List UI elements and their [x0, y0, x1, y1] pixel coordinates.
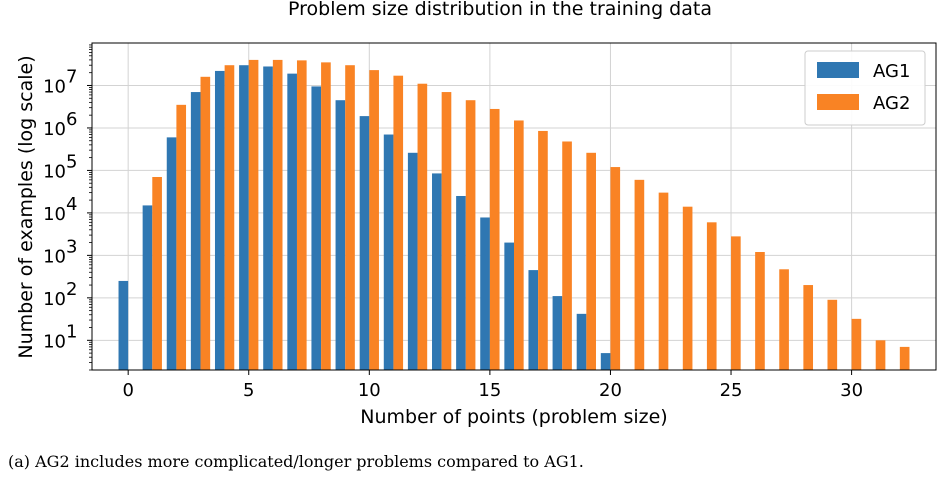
y-tick-exponent: 7	[66, 66, 77, 87]
bar-ag1	[263, 66, 273, 371]
bar-ag2	[465, 100, 476, 370]
bar-ag1	[504, 242, 514, 370]
x-axis-label: Number of points (problem size)	[360, 406, 667, 428]
y-tick-label: 10	[43, 289, 66, 310]
bar-ag1	[528, 270, 539, 370]
plot-frame	[91, 42, 937, 371]
bar-ag1	[407, 152, 418, 370]
legend-swatch-ag1	[817, 62, 859, 78]
bar-ag1	[335, 100, 346, 370]
y-tick-label: 10	[43, 119, 66, 140]
bar-ag2	[393, 75, 404, 371]
bar-ag2	[682, 206, 693, 370]
y-tick-exponent: 1	[66, 321, 77, 342]
bar-ag2	[634, 179, 645, 370]
bar-ag2	[610, 167, 621, 370]
chart-title: Problem size distribution in the trainin…	[288, 0, 712, 20]
y-axis-label: Number of examples (log scale)	[15, 55, 37, 358]
bar-ag2	[562, 141, 572, 370]
figure-caption: (a) AG2 includes more complicated/longer…	[8, 452, 584, 471]
y-tick-label: 10	[43, 204, 66, 225]
bar-ag2	[224, 65, 235, 370]
y-tick-exponent: 6	[66, 109, 77, 130]
bar-ag2	[875, 340, 886, 370]
legend-swatch-ag2	[817, 94, 859, 110]
y-tick-label: 10	[43, 161, 66, 182]
y-tick-label: 10	[43, 76, 66, 97]
x-tick-label: 25	[720, 380, 743, 401]
bar-ag1	[166, 137, 177, 370]
y-tick-label: 10	[43, 246, 66, 267]
bar-ag2	[755, 252, 765, 370]
bar-ag2	[586, 152, 596, 370]
legend-label-ag1: AG1	[873, 61, 910, 82]
bar-ag2	[176, 104, 187, 371]
bar-ag2	[417, 83, 428, 370]
bar-ag1	[456, 195, 466, 370]
bar-ag2	[248, 59, 259, 370]
bar-ag2	[706, 222, 717, 370]
bar-ag1	[600, 353, 611, 370]
bar-ag2	[489, 108, 500, 370]
bar-ag1	[383, 134, 394, 370]
bar-ag2	[803, 285, 814, 370]
bar-ag2	[658, 192, 669, 370]
bar-ag2	[899, 346, 910, 370]
bar-ag2	[731, 236, 741, 370]
x-tick-label: 10	[358, 380, 381, 401]
bar-ag1	[118, 280, 129, 370]
bar-ag1	[214, 70, 225, 371]
x-tick-label: 15	[478, 380, 501, 401]
bar-ag1	[552, 296, 563, 370]
bar-ag2	[345, 65, 355, 370]
chart: Problem size distribution in the trainin…	[15, 0, 937, 428]
bar-ag1	[311, 86, 322, 370]
bar-ag2	[321, 62, 331, 370]
x-tick-label: 20	[599, 380, 622, 401]
y-tick-exponent: 2	[66, 279, 77, 300]
bar-ag1	[190, 92, 201, 370]
bar-ag2	[369, 70, 379, 370]
bars	[118, 59, 910, 371]
bar-ag2	[851, 318, 862, 370]
bar-ag1	[480, 217, 490, 370]
x-tick-label: 0	[122, 380, 133, 401]
bar-ag1	[239, 65, 249, 370]
y-tick-label: 10	[43, 331, 66, 352]
bar-ag1	[432, 173, 442, 370]
y-tick-exponent: 4	[66, 194, 77, 215]
bar-ag2	[200, 76, 211, 370]
bar-ag2	[779, 269, 789, 370]
bar-ag2	[152, 176, 162, 370]
legend-label-ag2: AG2	[873, 93, 910, 114]
bar-ag2	[514, 120, 524, 370]
x-tick-label: 5	[243, 380, 254, 401]
bar-ag2	[538, 130, 548, 370]
bar-ag1	[142, 205, 153, 370]
x-tick-label: 30	[840, 380, 863, 401]
bar-ag1	[576, 313, 587, 370]
y-tick-exponent: 3	[66, 236, 77, 257]
bar-ag2	[272, 59, 283, 370]
bar-ag2	[296, 60, 307, 370]
bar-ag1	[287, 73, 297, 370]
legend: AG1 AG2	[804, 50, 926, 126]
bar-ag2	[827, 299, 838, 370]
y-tick-exponent: 5	[66, 151, 77, 172]
bar-ag2	[441, 92, 452, 370]
bar-ag1	[359, 116, 370, 370]
